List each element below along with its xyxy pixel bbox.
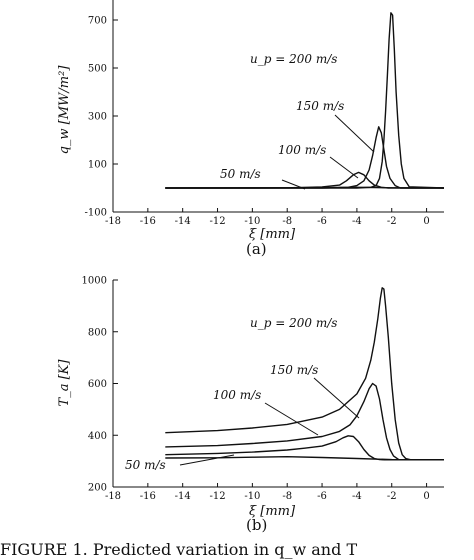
panel-b-ytick-label: 200 [88, 483, 107, 494]
panel-a-xlabel: ξ [mm] [249, 227, 296, 242]
panel-b-xtick-label: -6 [317, 491, 327, 502]
panel-b-xtick-label: 0 [423, 491, 429, 502]
panel-a-ylabel: q_w [MW/m²] [57, 65, 72, 155]
panel-a-ytick-label: 500 [88, 64, 107, 75]
panel-b-xtick-label: -12 [209, 491, 225, 502]
panel-a-annotation-100: 100 m/s [278, 143, 326, 157]
panel-b-chart: 200 400 600 800 1000 -18 -16 -14 -12 -10 -8 -6 -4 -2… [57, 276, 445, 534]
panel-b-xtick-label: -8 [282, 491, 292, 502]
panel-a-series-line-2 [165, 126, 444, 189]
panel-a-xtick-label: -10 [244, 216, 260, 227]
figure-caption: FIGURE 1. Predicted variation in q_w and… [0, 540, 357, 559]
panel-b-series-line-2 [165, 382, 445, 461]
panel-a-xtick-label: -2 [387, 216, 397, 227]
panel-b-ytick-label: 400 [88, 431, 107, 442]
panel-b-xtick-label: -2 [387, 491, 397, 502]
panel-b-annotation-150: 150 m/s [270, 363, 318, 377]
panel-b-annotation-50: 50 m/s [125, 458, 166, 472]
panel-b-xtick-label: -18 [105, 491, 121, 502]
panel-a-xtick-label: 0 [423, 216, 429, 227]
panel-a-ytick-label: 700 [88, 16, 107, 27]
panel-b-annotation-100: 100 m/s [213, 388, 261, 402]
panel-a-ytick-label: 300 [88, 112, 107, 123]
panel-a-annotation-150: 150 m/s [296, 99, 344, 113]
panel-a-xtick-label: -16 [140, 216, 156, 227]
panel-b-xtick-label: -14 [175, 491, 191, 502]
panel-a-xtick-label: -12 [209, 216, 225, 227]
panel-b-ytick-label: 600 [88, 379, 107, 390]
panel-b-ylabel: T_a [K] [57, 359, 72, 407]
panel-b-ytick-label: 1000 [82, 276, 107, 287]
panel-a-xtick-label: -4 [352, 216, 362, 227]
panel-b-xtick-label: -10 [244, 491, 260, 502]
panel-a-series-line-3 [165, 12, 445, 189]
panel-a-annotation-200: u_p = 200 m/s [250, 52, 337, 66]
panel-b-xtick-label: -4 [352, 491, 362, 502]
panel-a-ytick-label: -100 [85, 208, 107, 219]
panel-a-series-line-1 [165, 171, 444, 189]
panel-a-xtick-label: -6 [317, 216, 327, 227]
panel-a-xtick-label: -8 [282, 216, 292, 227]
panel-a-chart: -100 100 300 500 700 -18 -16 -14 -12 -10 -8 -6 -4 -2… [57, 0, 445, 258]
panel-a-arrow-50 [281, 179, 306, 190]
panel-b-annotation-200: u_p = 200 m/s [250, 316, 337, 330]
panel-b-series-line-1 [165, 435, 444, 461]
panel-b-ytick-label: 800 [88, 327, 107, 338]
panel-b-arrow-150 [313, 377, 360, 419]
panel-b-arrow-100 [264, 402, 319, 436]
panel-b-series-line-3 [165, 287, 444, 461]
panel-a-xtick-label: -18 [105, 216, 121, 227]
panel-a-label: (a) [246, 240, 267, 258]
panel-b-xtick-label: -16 [140, 491, 156, 502]
panel-b-xlabel: ξ [mm] [249, 504, 296, 519]
panel-a-arrow-150 [334, 114, 375, 153]
panel-a-ytick-label: 100 [88, 160, 107, 171]
panel-a-arrow-100 [329, 156, 359, 179]
panel-b-label: (b) [246, 516, 267, 534]
panel-a-annotation-50: 50 m/s [220, 167, 261, 181]
panel-a-xtick-label: -14 [175, 216, 191, 227]
panel-b-arrow-50 [179, 454, 235, 466]
